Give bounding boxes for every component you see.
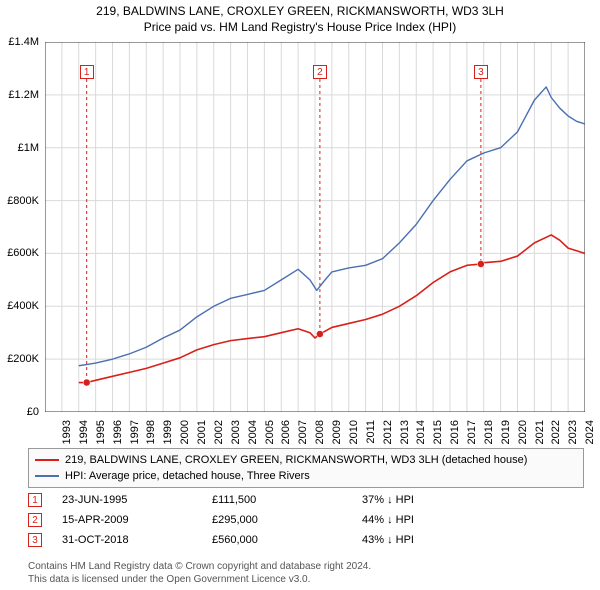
x-tick-label: 1994 [78, 420, 90, 450]
x-tick-label: 2021 [534, 420, 546, 450]
sale-row-marker: 1 [28, 493, 42, 507]
x-tick-label: 2005 [264, 420, 276, 450]
x-tick-label: 2003 [230, 420, 242, 450]
sale-delta: 43% ↓ HPI [362, 534, 584, 546]
sale-marker-3: 3 [474, 65, 488, 79]
sales-table: 1 23-JUN-1995£111,50037% ↓ HPI 2 15-APR-200… [28, 490, 584, 550]
sale-date: 31-OCT-2018 [62, 534, 212, 546]
sale-date: 15-APR-2009 [62, 514, 212, 526]
x-tick-label: 1997 [129, 420, 141, 450]
y-tick-label: £1.4M [8, 36, 39, 48]
sale-delta: 44% ↓ HPI [362, 514, 584, 526]
y-tick-label: £1M [18, 142, 39, 154]
x-tick-label: 2006 [280, 420, 292, 450]
x-tick-label: 1998 [145, 420, 157, 450]
x-tick-label: 2009 [331, 420, 343, 450]
y-tick-label: £600K [7, 247, 39, 259]
title-line-1: 219, BALDWINS LANE, CROXLEY GREEN, RICKM… [0, 4, 600, 20]
sale-price: £111,500 [212, 494, 362, 506]
x-tick-label: 1999 [162, 420, 174, 450]
x-tick-label: 2000 [179, 420, 191, 450]
sale-row-marker: 3 [28, 533, 42, 547]
sale-row-marker: 2 [28, 513, 42, 527]
x-tick-label: 2022 [550, 420, 562, 450]
legend-swatch [35, 475, 59, 477]
x-tick-label: 1996 [112, 420, 124, 450]
sale-row: 1 23-JUN-1995£111,50037% ↓ HPI [28, 490, 584, 510]
y-tick-label: £0 [27, 406, 39, 418]
x-tick-label: 2019 [500, 420, 512, 450]
sale-marker-1: 1 [80, 65, 94, 79]
legend: 219, BALDWINS LANE, CROXLEY GREEN, RICKM… [28, 448, 584, 488]
x-tick-label: 2008 [314, 420, 326, 450]
x-tick-label: 2020 [517, 420, 529, 450]
sale-row: 2 15-APR-2009£295,00044% ↓ HPI [28, 510, 584, 530]
x-tick-label: 2014 [415, 420, 427, 450]
chart-plot-area: 1 2 3 [45, 42, 585, 412]
legend-item: 219, BALDWINS LANE, CROXLEY GREEN, RICKM… [35, 452, 577, 468]
x-tick-label: 2007 [297, 420, 309, 450]
x-tick-label: 2011 [365, 420, 377, 450]
x-tick-label: 2010 [348, 420, 360, 450]
title-line-2: Price paid vs. HM Land Registry's House … [0, 20, 600, 36]
y-tick-label: £1.2M [8, 89, 39, 101]
legend-swatch [35, 459, 59, 461]
footer-attribution: Contains HM Land Registry data © Crown c… [28, 561, 584, 586]
sale-delta: 37% ↓ HPI [362, 494, 584, 506]
legend-label: 219, BALDWINS LANE, CROXLEY GREEN, RICKM… [65, 454, 527, 466]
chart-container: 219, BALDWINS LANE, CROXLEY GREEN, RICKM… [0, 0, 600, 590]
title-block: 219, BALDWINS LANE, CROXLEY GREEN, RICKM… [0, 0, 600, 35]
x-tick-label: 2002 [213, 420, 225, 450]
footer-line-2: This data is licensed under the Open Gov… [28, 574, 584, 587]
x-tick-label: 2012 [382, 420, 394, 450]
x-tick-label: 2004 [247, 420, 259, 450]
x-tick-label: 2023 [567, 420, 579, 450]
sale-row: 3 31-OCT-2018£560,00043% ↓ HPI [28, 530, 584, 550]
y-tick-label: £200K [7, 353, 39, 365]
x-tick-label: 2024 [584, 420, 596, 450]
y-tick-label: £800K [7, 195, 39, 207]
footer-line-1: Contains HM Land Registry data © Crown c… [28, 561, 584, 574]
y-tick-label: £400K [7, 300, 39, 312]
legend-item: HPI: Average price, detached house, Thre… [35, 468, 577, 484]
x-tick-label: 2015 [432, 420, 444, 450]
x-tick-label: 2018 [483, 420, 495, 450]
sale-price: £295,000 [212, 514, 362, 526]
x-tick-label: 2013 [399, 420, 411, 450]
legend-label: HPI: Average price, detached house, Thre… [65, 470, 310, 482]
sale-date: 23-JUN-1995 [62, 494, 212, 506]
y-axis-labels: £0£200K£400K£600K£800K£1M£1.2M£1.4M [0, 42, 42, 412]
sale-marker-2: 2 [313, 65, 327, 79]
x-tick-label: 2001 [196, 420, 208, 450]
sale-price: £560,000 [212, 534, 362, 546]
x-tick-label: 1993 [61, 420, 73, 450]
x-tick-label: 1995 [95, 420, 107, 450]
x-tick-label: 2016 [449, 420, 461, 450]
x-tick-label: 2017 [466, 420, 478, 450]
